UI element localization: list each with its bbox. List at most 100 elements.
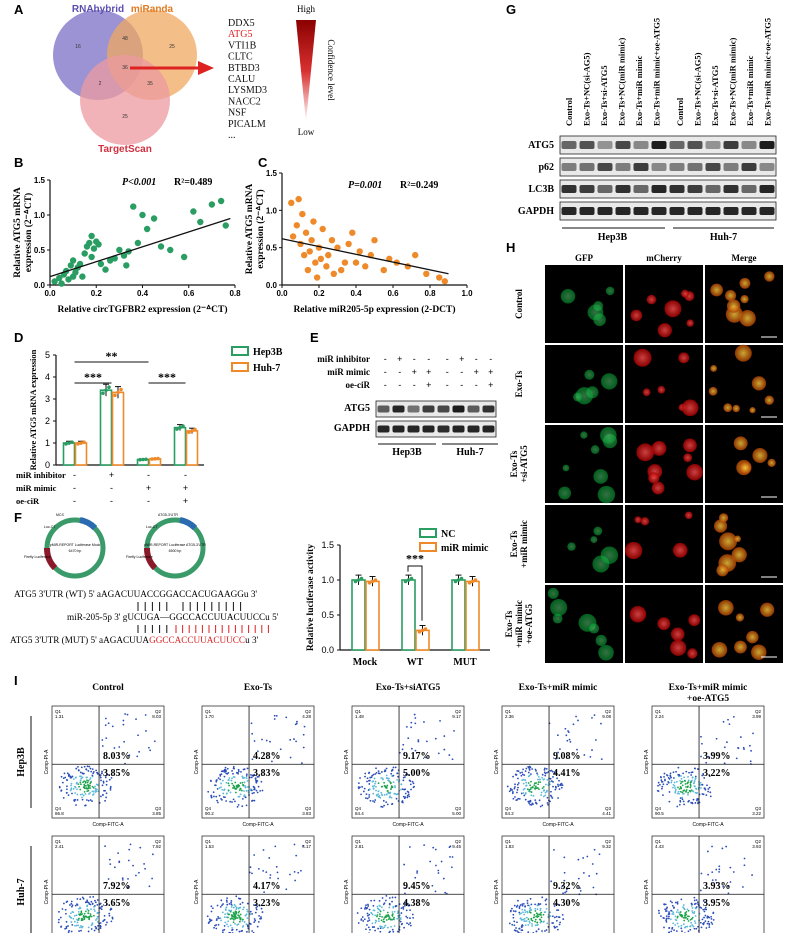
event-dot xyxy=(105,796,108,799)
data-point xyxy=(312,259,319,266)
event-dot xyxy=(400,907,403,910)
event-dot xyxy=(532,794,535,797)
event-dot xyxy=(536,908,539,910)
event-dot xyxy=(529,897,532,900)
event-dot xyxy=(657,909,660,912)
quadrant-small-value: 2.81 xyxy=(355,844,364,849)
event-dot xyxy=(705,761,708,764)
event-dot xyxy=(256,905,259,908)
event-dot xyxy=(69,775,72,778)
event-dot xyxy=(688,915,690,918)
event-dot xyxy=(230,903,233,906)
column-label: Exo-Ts+miR mimic xyxy=(669,683,748,693)
event-dot xyxy=(706,916,709,919)
event-dot xyxy=(122,723,125,726)
event-dot xyxy=(257,775,260,778)
event-dot xyxy=(86,904,89,907)
data-point xyxy=(317,255,325,263)
event-dot xyxy=(390,786,393,789)
event-dot xyxy=(221,788,224,791)
cell-signal xyxy=(595,634,607,646)
event-dot xyxy=(219,773,222,776)
replicate-point xyxy=(119,387,123,392)
blot-band xyxy=(705,141,721,149)
event-dot xyxy=(672,777,675,779)
event-dot xyxy=(662,783,665,786)
event-dot xyxy=(723,762,726,765)
event-dot xyxy=(686,925,689,928)
event-dot xyxy=(690,801,693,804)
event-dot xyxy=(226,923,228,926)
event-dot xyxy=(696,901,699,904)
blot-band xyxy=(561,163,577,171)
condition-sign: - xyxy=(384,380,387,390)
event-dot xyxy=(532,916,535,919)
event-dot xyxy=(534,903,536,906)
quadrant-name: Q1 xyxy=(355,709,362,714)
event-dot xyxy=(676,805,679,808)
event-dot xyxy=(93,910,96,912)
blot-band xyxy=(579,163,595,171)
event-dot xyxy=(69,776,72,779)
event-dot xyxy=(235,791,237,794)
cell-signal xyxy=(634,516,642,524)
event-dot xyxy=(78,785,80,788)
event-dot xyxy=(549,780,552,783)
event-dot xyxy=(83,784,86,787)
event-dot xyxy=(257,785,260,788)
event-dot xyxy=(215,919,218,922)
event-dot xyxy=(243,794,246,797)
event-dot xyxy=(89,913,92,916)
event-dot xyxy=(693,920,696,923)
event-dot xyxy=(208,921,211,923)
event-dot xyxy=(360,907,363,910)
condition-sign: + xyxy=(183,496,188,506)
event-dot xyxy=(246,930,248,933)
plasmid-label: Firefly Luciferase xyxy=(126,555,153,559)
event-dot xyxy=(64,776,67,779)
event-dot xyxy=(74,785,76,788)
event-dot xyxy=(402,906,405,908)
cell-signal xyxy=(683,438,697,453)
y-tick-label: 1.0 xyxy=(34,211,46,220)
event-dot xyxy=(70,784,72,787)
event-dot xyxy=(682,792,684,795)
event-dot xyxy=(258,915,260,917)
event-dot xyxy=(554,926,557,929)
quadrant-small-value: 90.2 xyxy=(205,811,214,816)
x-tick-label: 0.0 xyxy=(276,289,288,298)
event-dot xyxy=(372,800,374,802)
quadrant-small-value: 7.92 xyxy=(152,844,161,849)
event-dot xyxy=(89,896,92,898)
event-dot xyxy=(553,772,556,775)
event-dot xyxy=(407,791,410,794)
bar xyxy=(111,391,125,466)
event-dot xyxy=(77,769,80,771)
event-dot xyxy=(92,914,95,917)
cell-signal xyxy=(708,386,718,396)
event-dot xyxy=(92,787,95,789)
replicate-point xyxy=(406,578,411,582)
column-label: Exo-Ts+miR mimic xyxy=(519,683,598,693)
data-point xyxy=(67,262,75,269)
event-dot xyxy=(680,898,683,901)
event-dot xyxy=(260,907,263,910)
event-dot xyxy=(682,904,685,906)
event-dot xyxy=(239,913,242,916)
event-dot xyxy=(539,921,542,924)
event-dot xyxy=(215,924,218,926)
data-point xyxy=(338,266,345,274)
event-dot xyxy=(742,886,744,888)
event-dot xyxy=(215,927,218,930)
blot-label: GAPDH xyxy=(518,206,554,217)
event-dot xyxy=(249,866,252,869)
cell-signal xyxy=(684,511,693,520)
event-dot xyxy=(235,911,238,914)
event-dot xyxy=(672,913,675,915)
event-dot xyxy=(71,923,74,926)
event-dot xyxy=(387,913,390,916)
event-dot xyxy=(268,857,271,859)
